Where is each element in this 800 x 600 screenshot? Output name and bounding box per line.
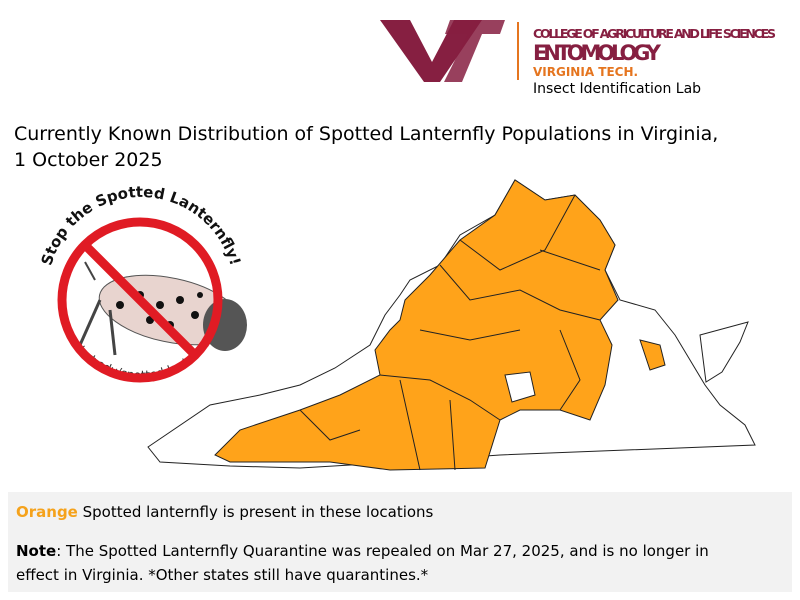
legend-description: Spotted lanternfly is present in these l… bbox=[78, 503, 434, 521]
info-box bbox=[8, 492, 792, 592]
title-line: Currently Known Distribution of Spotted … bbox=[14, 123, 718, 145]
note-label: Note bbox=[16, 542, 56, 560]
county-lines bbox=[299, 194, 601, 471]
department-name: ENTOMOLOGY bbox=[533, 41, 662, 65]
vt-logo bbox=[380, 20, 505, 82]
prohibition-slash bbox=[81, 241, 199, 359]
legend-text: Orange Spotted lanternfly is present in … bbox=[16, 503, 434, 521]
university-name: VIRGINIA TECH. bbox=[533, 65, 638, 79]
lanternfly-image bbox=[78, 261, 247, 356]
legend-color-word: Orange bbox=[16, 503, 78, 521]
infested-county bbox=[639, 339, 666, 371]
note-line: : The Spotted Lanternfly Quarantine was … bbox=[56, 542, 709, 560]
eastern-shore bbox=[699, 321, 749, 383]
white-county bbox=[504, 371, 536, 403]
prohibition-ring bbox=[57, 217, 223, 383]
note-text: Note: The Spotted Lanternfly Quarantine … bbox=[16, 542, 709, 560]
lab-name: Insect Identification Lab bbox=[533, 81, 701, 97]
college-name: COLLEGE OF AGRICULTURE AND LIFE SCIENCES bbox=[533, 26, 776, 41]
title-line: 1 October 2025 bbox=[14, 149, 163, 171]
virginia-map bbox=[147, 179, 756, 471]
note-line: effect in Virginia. *Other states still … bbox=[16, 566, 429, 584]
